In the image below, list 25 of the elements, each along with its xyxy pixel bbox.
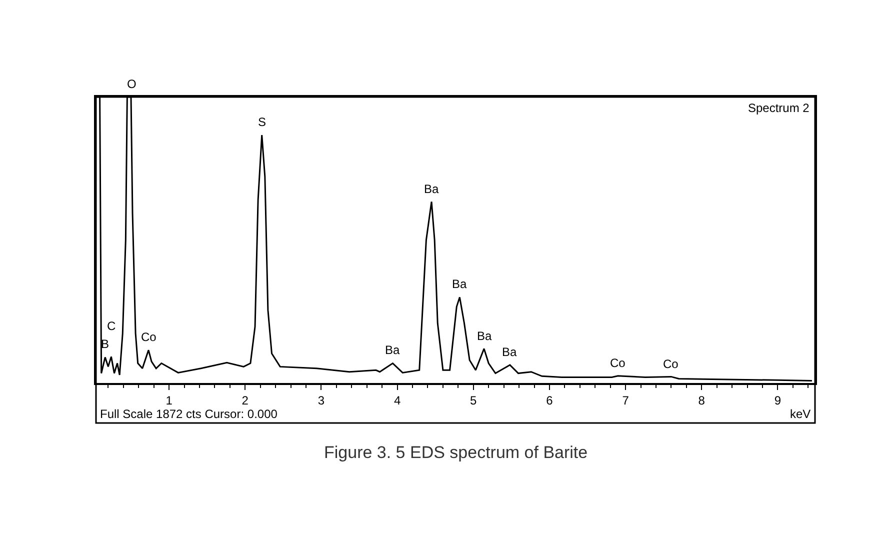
annotation: S	[258, 115, 266, 129]
x-tick-label: 8	[698, 393, 706, 408]
x-tick-label: 9	[774, 393, 782, 408]
x-axis-title: keV	[790, 407, 811, 421]
x-tick-label: 7	[622, 393, 630, 408]
annotation: B	[101, 337, 110, 351]
annotation: Ba	[385, 343, 400, 357]
annotation: Ba	[477, 329, 492, 343]
x-tick-label: 2	[242, 393, 249, 408]
x-tick-label: 3	[318, 393, 325, 408]
text: Full Scale 1872 cts Cursor: 0.000	[100, 407, 278, 421]
annotation: Spectrum 2	[748, 101, 810, 115]
annotation: Co	[141, 330, 157, 344]
annotation: Co	[610, 356, 626, 370]
caption: Figure 3. 5 EDS spectrum of Barite	[324, 443, 588, 462]
x-tick-label: 5	[470, 393, 478, 408]
annotation: O	[127, 77, 136, 91]
annotation: Ba	[452, 277, 468, 291]
annotation: C	[107, 319, 116, 333]
x-tick-label: 6	[546, 393, 554, 408]
annotation: Ba	[424, 182, 440, 196]
x-tick-label: 4	[394, 393, 401, 408]
annotation: Ba	[502, 345, 518, 359]
annotation: Co	[663, 357, 679, 371]
x-tick-label: 1	[166, 393, 173, 408]
